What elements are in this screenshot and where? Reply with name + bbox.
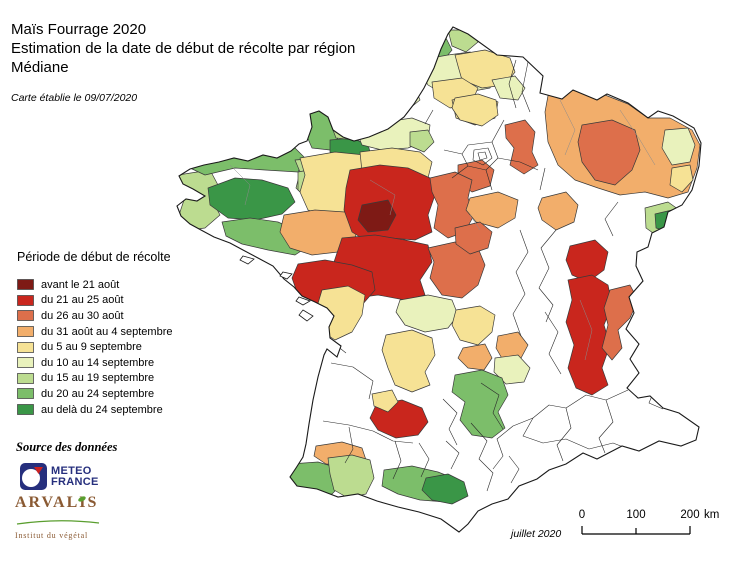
legend-item: au delà du 24 septembre: [17, 402, 172, 418]
legend-swatch: [17, 388, 34, 400]
region-livradois: [457, 343, 493, 371]
region-bourgogne-ouest: [465, 191, 519, 229]
scale-tick-100: 100: [626, 509, 646, 521]
legend-swatch: [17, 294, 34, 306]
scale-unit: km: [704, 509, 720, 521]
legend-label: du 20 au 24 septembre: [41, 387, 155, 400]
legend-swatch: [17, 404, 34, 415]
legend-swatch: [17, 372, 34, 384]
legend-label: avant le 21 août: [41, 278, 120, 291]
region-perigord-nord: [371, 389, 399, 413]
page-title-line2: Estimation de la date de début de récolt…: [11, 40, 356, 57]
legend-label: du 10 au 14 septembre: [41, 356, 155, 369]
leaf-icon: [77, 490, 87, 508]
legend-item: du 15 au 19 septembre: [17, 371, 172, 387]
coastal-islands: [239, 255, 314, 322]
legend-title: Période de début de récolte: [17, 250, 171, 264]
legend-item: du 10 au 14 septembre: [17, 355, 172, 371]
region-cantal: [451, 369, 509, 439]
department-borders: [302, 59, 664, 492]
legend-item: du 20 au 24 septembre: [17, 386, 172, 402]
arvalis-logo: ARVALIS Institut du végétal: [15, 494, 111, 540]
scale-bar-line: [581, 526, 691, 535]
region-bourgogne-est: [537, 191, 579, 231]
page-title-line3: Médiane: [11, 59, 69, 76]
legend-swatch: [17, 279, 34, 291]
region-vosges: [577, 119, 641, 186]
region-creuse: [381, 329, 436, 393]
meteo-france-icon: [20, 463, 47, 490]
legend-label: du 15 au 19 septembre: [41, 372, 155, 385]
region-lauragais: [421, 473, 469, 505]
legend-label: du 31 août au 4 septembre: [41, 325, 173, 338]
legend-label: du 26 au 30 août: [41, 309, 124, 322]
map-date-note: Carte établie le 09/07/2020: [11, 92, 138, 104]
title-block: Maïs Fourrage 2020 Estimation de la date…: [11, 20, 355, 77]
scale-tick-0: 0: [578, 509, 586, 521]
edition-date-note: juillet 2020: [511, 528, 562, 540]
meteo-line1: METEO: [51, 464, 92, 477]
region-bearn: [327, 454, 375, 499]
meteo-france-text: METEO FRANCE: [51, 464, 99, 488]
region-bresse: [565, 239, 609, 283]
legend-item: du 26 au 30 août: [17, 308, 172, 324]
subregion-borders: [229, 99, 656, 361]
legend-item: avant le 21 août: [17, 277, 172, 293]
legend-swatch: [17, 310, 34, 322]
arvalis-wordmark: ARVALIS: [15, 494, 111, 512]
region-nivernais: [454, 221, 493, 255]
region-brie: [451, 93, 499, 127]
source-label: Source des données: [16, 440, 118, 454]
region-alsace-sud: [669, 164, 694, 193]
scale-tick-200: 200: [680, 509, 700, 521]
legend-label: du 5 au 9 septembre: [41, 341, 142, 354]
meteo-france-logo: METEO FRANCE: [20, 463, 99, 490]
legend-label: du 21 au 25 août: [41, 294, 124, 307]
region-limousin: [395, 294, 459, 333]
region-auvergne-nord: [451, 305, 496, 346]
legend-label: au delà du 24 septembre: [41, 403, 163, 416]
region-belfort: [654, 209, 679, 233]
region-velay: [493, 354, 531, 385]
scale-bar: 0 100 200 km: [570, 509, 740, 541]
region-perche: [409, 129, 435, 153]
france-outline: [176, 26, 702, 533]
legend-swatch: [17, 341, 34, 353]
arvalis-swoosh: [16, 520, 100, 525]
legend-item: du 31 août au 4 septembre: [17, 324, 172, 340]
meteo-line2: FRANCE: [51, 475, 99, 488]
page-title-line1: Maïs Fourrage 2020: [11, 21, 147, 38]
legend-item: du 21 au 25 août: [17, 293, 172, 309]
legend-swatch: [17, 326, 34, 337]
arvalis-subtitle: Institut du végétal: [15, 531, 88, 540]
arvalis-text: ARVALIS: [15, 494, 99, 511]
legend-swatch: [17, 357, 34, 369]
region-touraine-coeur: [357, 199, 397, 233]
region-alsace: [661, 127, 696, 166]
region-bretagne-centre: [207, 177, 296, 221]
legend-item: du 5 au 9 septembre: [17, 339, 172, 355]
legend: Période de début de récolte avant le 21 …: [17, 250, 172, 417]
